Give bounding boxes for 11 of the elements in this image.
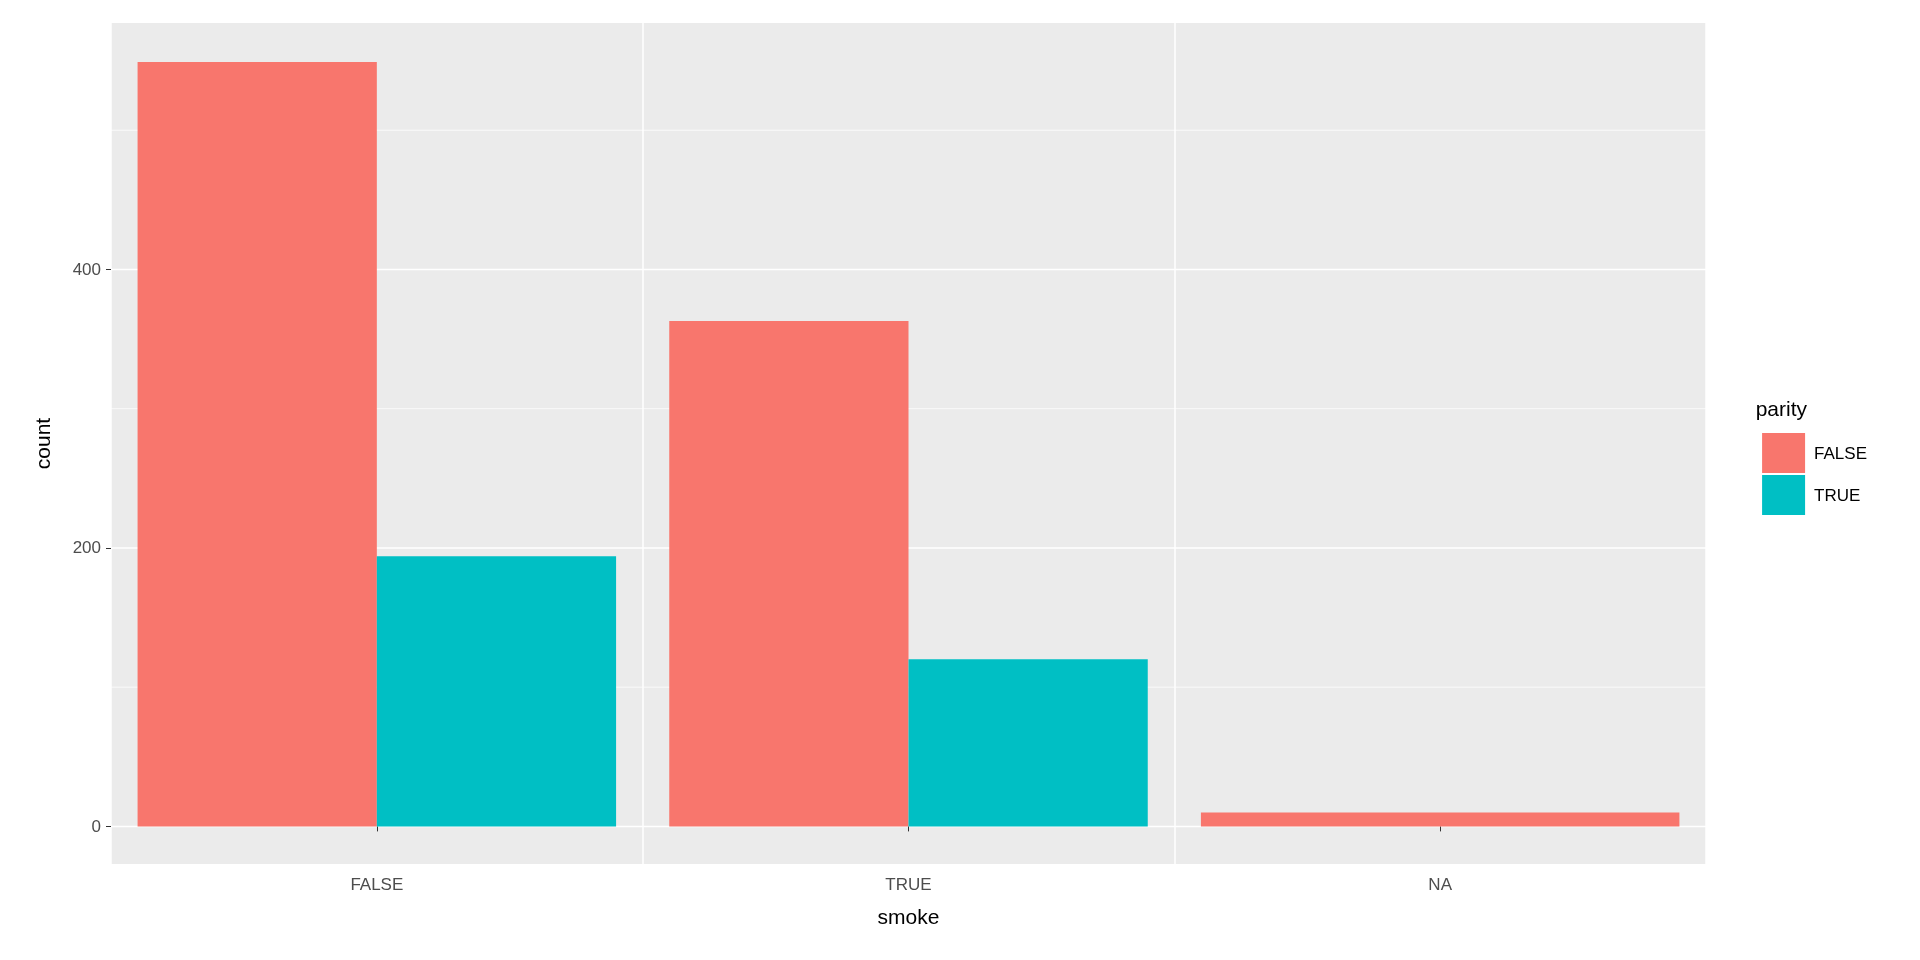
y-axis-title: count [31,417,54,470]
legend-title: parity [1755,397,1808,420]
x-tick-label: FALSE [350,875,404,894]
legend-label: TRUE [1814,485,1861,505]
x-tick-label: TRUE [885,875,932,894]
y-tick-label: 200 [72,538,101,558]
legend-label: FALSE [1814,443,1867,463]
y-tick-label: 400 [72,259,101,279]
y-tick-label: 0 [91,816,101,836]
x-tick-label: NA [1428,875,1453,894]
x-axis-title: smoke [877,905,940,928]
